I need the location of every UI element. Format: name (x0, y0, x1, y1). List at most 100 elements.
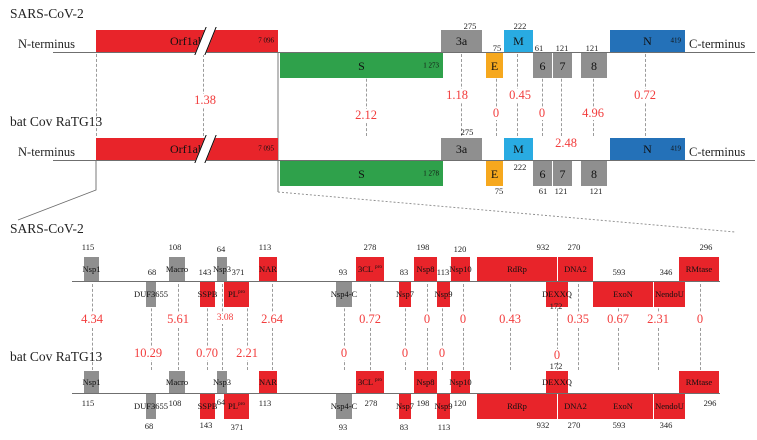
dashed-connector (207, 284, 208, 370)
gene-label: PLpro (228, 401, 245, 412)
gene-length: 64 (216, 244, 226, 254)
dashed-connector (370, 284, 371, 370)
substitution-rate-value: 0 (551, 348, 563, 362)
gene-box-n: N 419 (610, 138, 685, 160)
gene-length: 270 (567, 242, 581, 252)
substitution-rate-value: 2.12 (353, 108, 379, 122)
substitution-rate-value: 2.48 (553, 136, 579, 150)
gene-label: 7 (559, 166, 566, 181)
gene-box-nsp7: Nsp7 (396, 394, 414, 419)
gene-label: Nsp7 (396, 401, 414, 412)
gene-box-nsp10: Nsp10 (449, 257, 472, 281)
gene-box-e: E (486, 161, 503, 186)
gene-box-6: 6 (533, 53, 552, 78)
gene-box-e: E (486, 53, 503, 78)
gene-box-macro: Macro (165, 257, 189, 281)
dashed-connector (96, 54, 97, 136)
gene-box-rmtase: RMtase (679, 257, 719, 281)
gene-box-n: N 419 (610, 30, 685, 52)
gene-label: SSPB (197, 289, 218, 300)
gene-label: DEXXQ (542, 376, 572, 387)
dashed-connector (542, 54, 543, 136)
gene-label: ExoN (613, 289, 633, 300)
dashed-connector (442, 284, 443, 370)
superscript-label: pro (374, 376, 382, 383)
substitution-rate-value: 0.35 (565, 312, 591, 326)
dashed-connector (593, 54, 594, 136)
gene-length: 593 (612, 420, 626, 430)
gene-label: Nsp3 (213, 376, 231, 387)
dashed-connector (405, 284, 406, 370)
n-terminus-label-row2: N-terminus (18, 145, 75, 159)
gene-length: 121 (555, 43, 569, 53)
gene-box-8: 8 (581, 53, 607, 78)
gene-box-3a: 3a (441, 138, 482, 160)
gene-label: 6 (539, 166, 546, 181)
substitution-rate-value: 2.64 (259, 312, 285, 326)
superscript-label: pro (237, 289, 245, 296)
gene-box-pl-pro: PLpro (224, 394, 249, 419)
dashed-connector (510, 284, 511, 370)
dashed-connector (561, 54, 562, 136)
gene-label: Macro (165, 263, 189, 274)
gene-box-nsp1: Nsp1 (83, 371, 100, 393)
gene-box-rdrp: RdRp (477, 394, 557, 419)
substitution-rate-value: 1.38 (192, 93, 218, 107)
gene-length: 593 (612, 267, 626, 277)
gene-length: 61 (538, 186, 548, 196)
dashed-connector (578, 284, 579, 370)
gene-length: 121 (554, 186, 568, 196)
gene-length: 108 (168, 398, 182, 408)
superscript-label: pro (237, 401, 245, 408)
gene-label: ExoN (613, 401, 633, 412)
gene-box-sspb: SSPB (198, 394, 217, 419)
substitution-rate-value: 0.72 (632, 88, 658, 102)
gene-box-duf3655: DUF3655 (134, 282, 168, 307)
gene-box-3cl-pro: 3CL pro (356, 257, 384, 281)
gene-label: Nsp3 (213, 263, 231, 274)
substitution-rate-value: 0 (338, 346, 350, 360)
dashed-connector (178, 284, 179, 370)
gene-box-orf1ab: Orf1ab 7 096 (96, 27, 278, 55)
gene-length: 113 (437, 422, 451, 432)
gene-label: 7 (559, 58, 566, 73)
n-terminus-label-row1: N-terminus (18, 37, 75, 51)
gene-length: 113 (258, 398, 272, 408)
gene-label: N (643, 34, 652, 48)
gene-length: 68 (147, 267, 157, 277)
gene-box-nar: NAR (259, 371, 277, 393)
gene-box-7: 7 (553, 161, 572, 186)
gene-length: 7 095 (258, 144, 274, 153)
gene-box-nsp9: Nsp9 (435, 394, 452, 419)
gene-label: NAR (259, 263, 277, 274)
gene-length: 172 (549, 301, 563, 311)
genome-line (53, 160, 755, 161)
dashed-connector (463, 284, 464, 370)
gene-length: 198 (416, 242, 430, 252)
gene-length: 93 (338, 267, 348, 277)
gene-label: DNA2 (564, 401, 587, 412)
substitution-rate-value: 5.61 (165, 312, 191, 326)
gene-length: 68 (144, 421, 154, 431)
gene-box-nsp4-c: Nsp4-C (331, 394, 357, 419)
gene-box-nendou: NendoU (654, 394, 685, 419)
gene-length: 113 (436, 267, 450, 277)
substitution-rate-value: 4.34 (79, 312, 105, 326)
gene-box-m: M (504, 30, 533, 52)
gene-box-8: 8 (581, 161, 607, 186)
gene-label: 8 (591, 166, 597, 181)
substitution-rate-value: 3.08 (214, 313, 236, 324)
c-terminus-label-row2: C-terminus (689, 145, 746, 159)
gene-label: DEXXQ (542, 289, 572, 300)
substitution-rate-value: 0.67 (605, 312, 631, 326)
gene-label: Nsp7 (396, 289, 414, 300)
gene-label: Nsp8 (416, 376, 435, 387)
gene-label: Macro (165, 376, 189, 387)
dashed-connector (151, 284, 152, 370)
gene-length: 120 (453, 244, 467, 254)
gene-length: 143 (198, 267, 212, 277)
c-terminus-label-row1: C-terminus (689, 37, 746, 51)
gene-label: M (513, 142, 524, 156)
gene-length: 346 (659, 267, 673, 277)
gene-box-s: S 1 278 (280, 161, 443, 186)
